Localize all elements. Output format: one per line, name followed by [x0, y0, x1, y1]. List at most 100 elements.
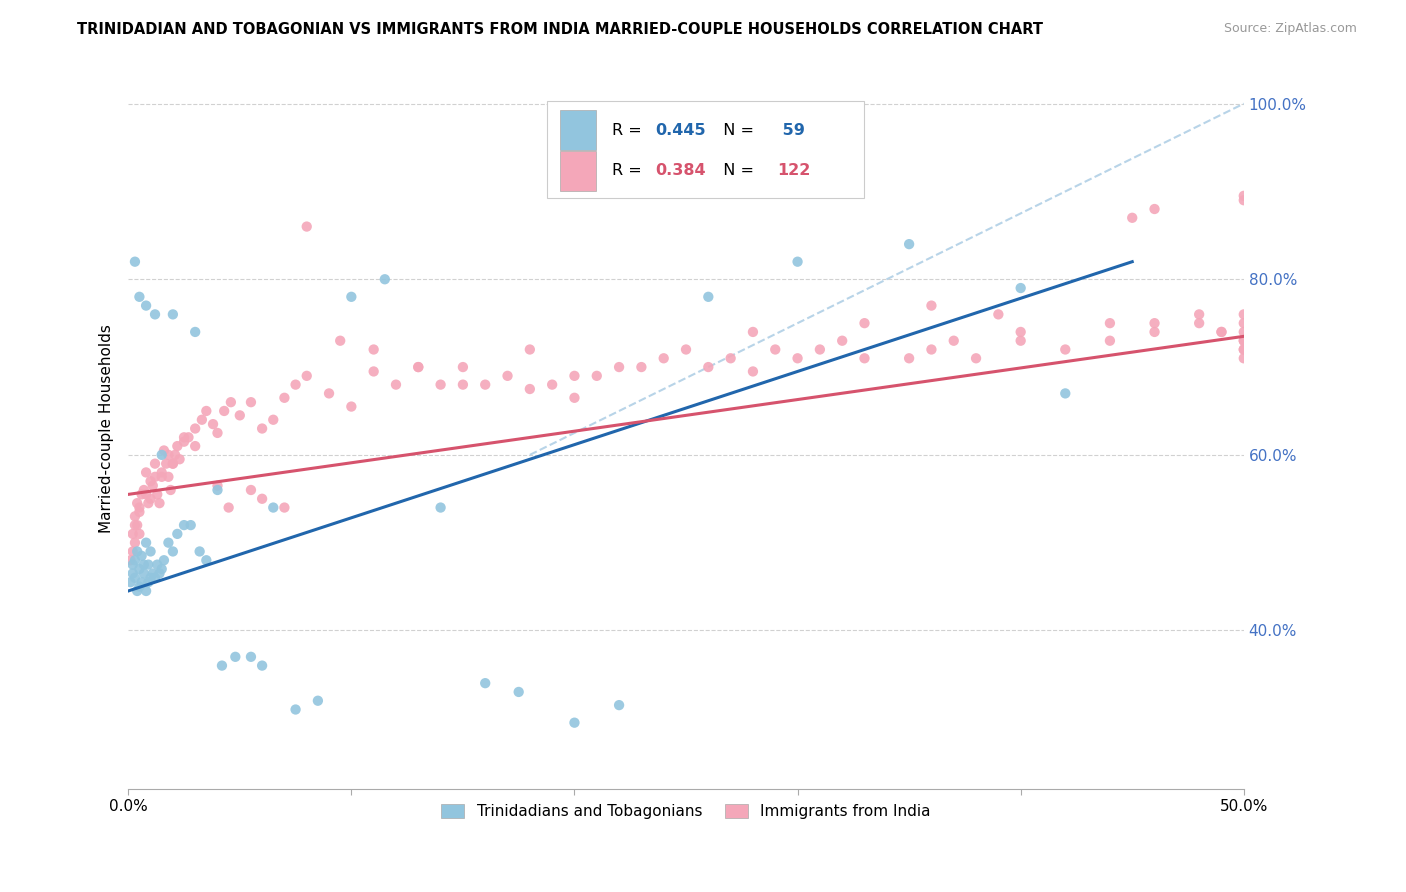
- Text: 59: 59: [778, 122, 806, 137]
- Point: [987, 307, 1010, 321]
- Point: [474, 676, 496, 690]
- Y-axis label: Married-couple Households: Married-couple Households: [100, 324, 114, 533]
- Point: [166, 527, 188, 541]
- Point: [329, 334, 352, 348]
- Point: [1143, 316, 1166, 330]
- Point: [166, 439, 188, 453]
- Point: [284, 702, 307, 716]
- Point: [121, 558, 143, 572]
- Point: [519, 382, 541, 396]
- Point: [229, 409, 252, 423]
- Point: [124, 518, 146, 533]
- Point: [363, 364, 385, 378]
- FancyBboxPatch shape: [560, 151, 596, 191]
- Point: [139, 491, 162, 506]
- Point: [1098, 334, 1121, 348]
- Point: [143, 571, 166, 585]
- Point: [250, 491, 273, 506]
- Point: [184, 325, 207, 339]
- Point: [1211, 325, 1233, 339]
- Point: [165, 448, 187, 462]
- Text: N =: N =: [713, 163, 759, 178]
- Point: [169, 452, 191, 467]
- Point: [585, 368, 607, 383]
- Point: [1188, 307, 1211, 321]
- Point: [173, 430, 195, 444]
- Point: [408, 360, 430, 375]
- Point: [128, 562, 150, 576]
- Point: [1233, 193, 1256, 207]
- Point: [519, 343, 541, 357]
- Point: [239, 483, 262, 497]
- Point: [135, 535, 157, 549]
- Point: [128, 527, 150, 541]
- Point: [207, 425, 229, 440]
- Point: [127, 518, 149, 533]
- Point: [153, 443, 176, 458]
- Point: [128, 500, 150, 515]
- Point: [150, 562, 173, 576]
- Point: [173, 518, 195, 533]
- Point: [340, 290, 363, 304]
- Point: [157, 448, 180, 462]
- Point: [155, 457, 177, 471]
- Point: [1233, 343, 1256, 357]
- Point: [142, 566, 165, 581]
- Text: R =: R =: [613, 163, 647, 178]
- Point: [250, 658, 273, 673]
- Point: [564, 368, 586, 383]
- Point: [1233, 351, 1256, 366]
- Point: [150, 466, 173, 480]
- Text: R =: R =: [613, 122, 647, 137]
- Point: [630, 360, 652, 375]
- Point: [162, 544, 184, 558]
- Point: [131, 549, 153, 563]
- Point: [1010, 325, 1032, 339]
- Point: [173, 434, 195, 449]
- Point: [124, 509, 146, 524]
- Point: [898, 351, 921, 366]
- Point: [1233, 334, 1256, 348]
- Point: [474, 377, 496, 392]
- Point: [541, 377, 564, 392]
- Point: [184, 439, 207, 453]
- Point: [942, 334, 965, 348]
- Point: [1233, 316, 1256, 330]
- Point: [136, 575, 159, 590]
- Point: [1010, 281, 1032, 295]
- Point: [224, 649, 246, 664]
- Point: [1233, 307, 1256, 321]
- FancyBboxPatch shape: [560, 111, 596, 150]
- Point: [429, 377, 451, 392]
- Point: [250, 421, 273, 435]
- Point: [132, 558, 155, 572]
- Point: [180, 518, 202, 533]
- Point: [132, 566, 155, 581]
- Point: [451, 360, 474, 375]
- Point: [139, 544, 162, 558]
- Point: [120, 575, 142, 590]
- Point: [131, 487, 153, 501]
- Point: [124, 254, 146, 268]
- Point: [607, 360, 630, 375]
- Point: [132, 483, 155, 497]
- Point: [121, 544, 143, 558]
- Point: [150, 470, 173, 484]
- Point: [127, 544, 149, 558]
- Point: [139, 474, 162, 488]
- Point: [162, 457, 184, 471]
- Point: [146, 487, 169, 501]
- Point: [697, 360, 720, 375]
- Point: [162, 457, 184, 471]
- Point: [496, 368, 519, 383]
- Point: [207, 483, 229, 497]
- Text: Source: ZipAtlas.com: Source: ZipAtlas.com: [1223, 22, 1357, 36]
- Text: TRINIDADIAN AND TOBAGONIAN VS IMMIGRANTS FROM INDIA MARRIED-COUPLE HOUSEHOLDS CO: TRINIDADIAN AND TOBAGONIAN VS IMMIGRANTS…: [77, 22, 1043, 37]
- Point: [202, 417, 225, 431]
- Point: [1054, 343, 1077, 357]
- Point: [1143, 325, 1166, 339]
- Point: [143, 470, 166, 484]
- Point: [148, 496, 170, 510]
- Point: [1010, 334, 1032, 348]
- Point: [675, 343, 697, 357]
